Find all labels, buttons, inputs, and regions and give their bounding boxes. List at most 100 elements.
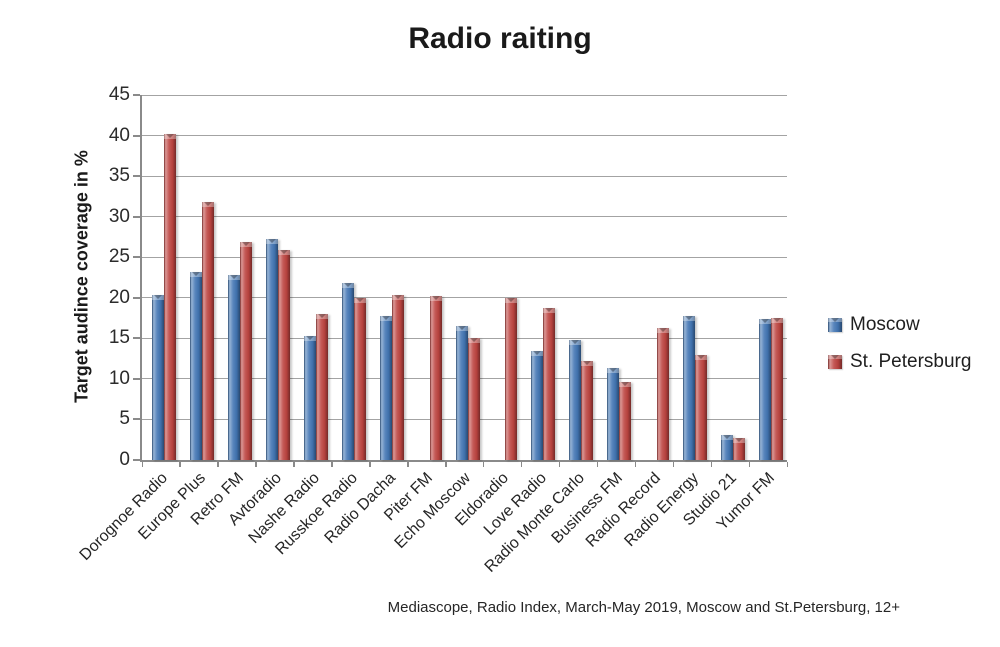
bar-st-petersburg <box>505 297 518 460</box>
bar-st-petersburg <box>239 241 252 460</box>
bar-st-petersburg <box>733 438 746 460</box>
bar-st-petersburg <box>201 202 214 460</box>
x-tick <box>786 462 788 467</box>
bar-notch <box>381 315 390 320</box>
bar-notch <box>571 339 580 344</box>
bar-highlight <box>733 438 746 444</box>
bar-highlight <box>467 337 480 343</box>
bar-notch <box>241 241 250 246</box>
bar-highlight <box>607 367 620 373</box>
moscow-series-swatch <box>828 318 842 332</box>
bar-highlight <box>391 295 404 301</box>
bar-highlight <box>315 314 328 319</box>
bar-notch <box>203 202 212 207</box>
bar-st-petersburg <box>657 327 670 460</box>
bar-highlight <box>189 271 202 277</box>
x-tick <box>141 462 143 467</box>
bar-moscow <box>189 271 202 460</box>
bar-highlight <box>353 297 366 303</box>
bar-highlight <box>683 315 696 321</box>
bar-highlight <box>164 133 176 139</box>
chart-title: Radio raiting <box>408 22 592 55</box>
bar-notch <box>533 351 542 356</box>
bar-st-petersburg <box>277 249 290 460</box>
bar-moscow <box>341 283 354 460</box>
bar-moscow <box>759 318 772 460</box>
bar-st-petersburg <box>467 337 480 460</box>
bar-highlight <box>455 326 468 332</box>
legend-item-st-petersburg: St. Petersburg <box>828 351 971 373</box>
y-tick-label: 45 <box>108 84 130 105</box>
bar-moscow <box>379 315 392 460</box>
bar-highlight <box>429 296 442 302</box>
bar-moscow <box>227 275 240 460</box>
gridline <box>142 256 787 258</box>
y-tick <box>133 94 140 96</box>
bar-notch <box>697 355 706 360</box>
x-tick <box>634 462 637 467</box>
bar-notch <box>166 133 174 138</box>
y-tick-label: 35 <box>108 165 130 187</box>
legend-item-moscow: Moscow <box>828 314 971 336</box>
y-tick <box>133 377 140 380</box>
bar-moscow <box>683 315 696 460</box>
y-tick <box>133 175 140 178</box>
bar-highlight <box>543 307 556 313</box>
source-caption: Mediascope, Radio Index, March-May 2019,… <box>387 599 900 616</box>
bar-notch <box>659 327 668 332</box>
bar-moscow <box>569 339 582 460</box>
bar-moscow <box>265 238 278 460</box>
swatch-notch <box>831 355 839 359</box>
y-tick <box>133 418 140 421</box>
gridline <box>142 297 787 299</box>
x-tick <box>217 462 219 467</box>
bar-st-petersburg <box>695 355 708 460</box>
bar-highlight <box>581 361 594 367</box>
x-tick <box>255 462 257 467</box>
bar-highlight <box>695 355 708 361</box>
bar-highlight <box>721 434 734 440</box>
gridline <box>142 216 787 218</box>
y-tick-label: 5 <box>119 408 130 430</box>
swatch-highlight <box>828 318 842 322</box>
bar-highlight <box>201 202 214 208</box>
bar-notch <box>267 238 276 243</box>
x-tick <box>445 462 447 467</box>
y-tick <box>133 256 140 259</box>
x-tick <box>293 462 295 467</box>
bar-st-petersburg <box>315 314 328 460</box>
bar-highlight <box>569 339 582 345</box>
x-tick <box>596 462 599 467</box>
gridline <box>142 135 787 137</box>
legend-label-moscow: Moscow <box>850 314 920 335</box>
bar-st-petersburg <box>353 297 366 460</box>
bar-st-petersburg <box>543 307 556 460</box>
y-tick-label: 15 <box>108 327 130 349</box>
legend-label-st-petersburg: St. Petersburg <box>850 351 972 372</box>
bar-highlight <box>657 327 670 333</box>
y-tick-label: 25 <box>108 246 130 268</box>
x-tick <box>710 462 713 467</box>
y-tick <box>133 459 140 461</box>
bar-notch <box>154 294 162 299</box>
bar-highlight <box>152 294 164 300</box>
bar-notch <box>735 438 744 443</box>
y-tick-label: 0 <box>119 449 130 470</box>
bar-highlight <box>505 297 518 303</box>
bar-moscow <box>531 351 544 460</box>
bar-notch <box>685 315 694 320</box>
bar-moscow <box>607 367 620 460</box>
bar-highlight <box>265 238 278 244</box>
legend: Moscow St. Petersburg <box>828 314 971 388</box>
st-petersburg-series-swatch <box>828 355 842 369</box>
bar-highlight <box>277 249 290 255</box>
y-tick-label: 20 <box>108 286 130 308</box>
bar-notch <box>431 296 440 301</box>
bar-notch <box>343 283 352 288</box>
bar-moscow <box>152 294 164 460</box>
gridline <box>142 94 787 96</box>
x-tick <box>407 462 409 467</box>
bar-notch <box>609 367 618 372</box>
bar-moscow <box>721 434 734 460</box>
